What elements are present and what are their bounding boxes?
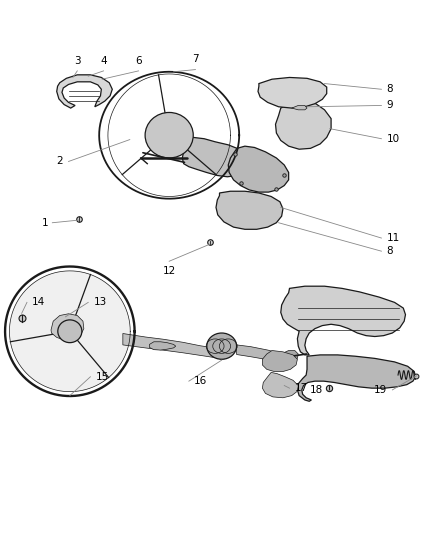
Text: 11: 11 — [386, 233, 399, 243]
Polygon shape — [228, 146, 288, 192]
Text: 14: 14 — [32, 297, 46, 308]
Text: 6: 6 — [135, 55, 141, 66]
Text: 9: 9 — [386, 100, 392, 110]
Text: 3: 3 — [74, 55, 81, 66]
Ellipse shape — [145, 112, 193, 158]
Ellipse shape — [58, 320, 81, 343]
Text: 8: 8 — [386, 246, 392, 256]
Text: 8: 8 — [386, 84, 392, 94]
Polygon shape — [275, 101, 330, 149]
Polygon shape — [262, 351, 297, 372]
Polygon shape — [262, 373, 297, 398]
Text: 18: 18 — [309, 385, 322, 395]
Text: 12: 12 — [162, 266, 175, 277]
Text: 7: 7 — [192, 54, 198, 64]
Text: 2: 2 — [57, 157, 63, 166]
Polygon shape — [280, 286, 405, 355]
Text: 17: 17 — [294, 383, 307, 393]
Polygon shape — [291, 106, 306, 110]
Text: 1: 1 — [42, 218, 49, 228]
Polygon shape — [10, 271, 130, 392]
Polygon shape — [51, 314, 84, 340]
Text: 15: 15 — [95, 372, 109, 382]
Text: 13: 13 — [93, 297, 106, 308]
Text: 16: 16 — [194, 376, 207, 386]
Text: 10: 10 — [386, 134, 399, 144]
Polygon shape — [149, 342, 175, 350]
Text: 4: 4 — [100, 55, 106, 66]
Polygon shape — [57, 75, 112, 108]
Text: 19: 19 — [373, 385, 386, 395]
Polygon shape — [279, 351, 297, 361]
Polygon shape — [297, 355, 415, 401]
Polygon shape — [258, 77, 326, 108]
Ellipse shape — [206, 333, 236, 359]
Polygon shape — [215, 191, 283, 229]
Polygon shape — [182, 138, 250, 177]
